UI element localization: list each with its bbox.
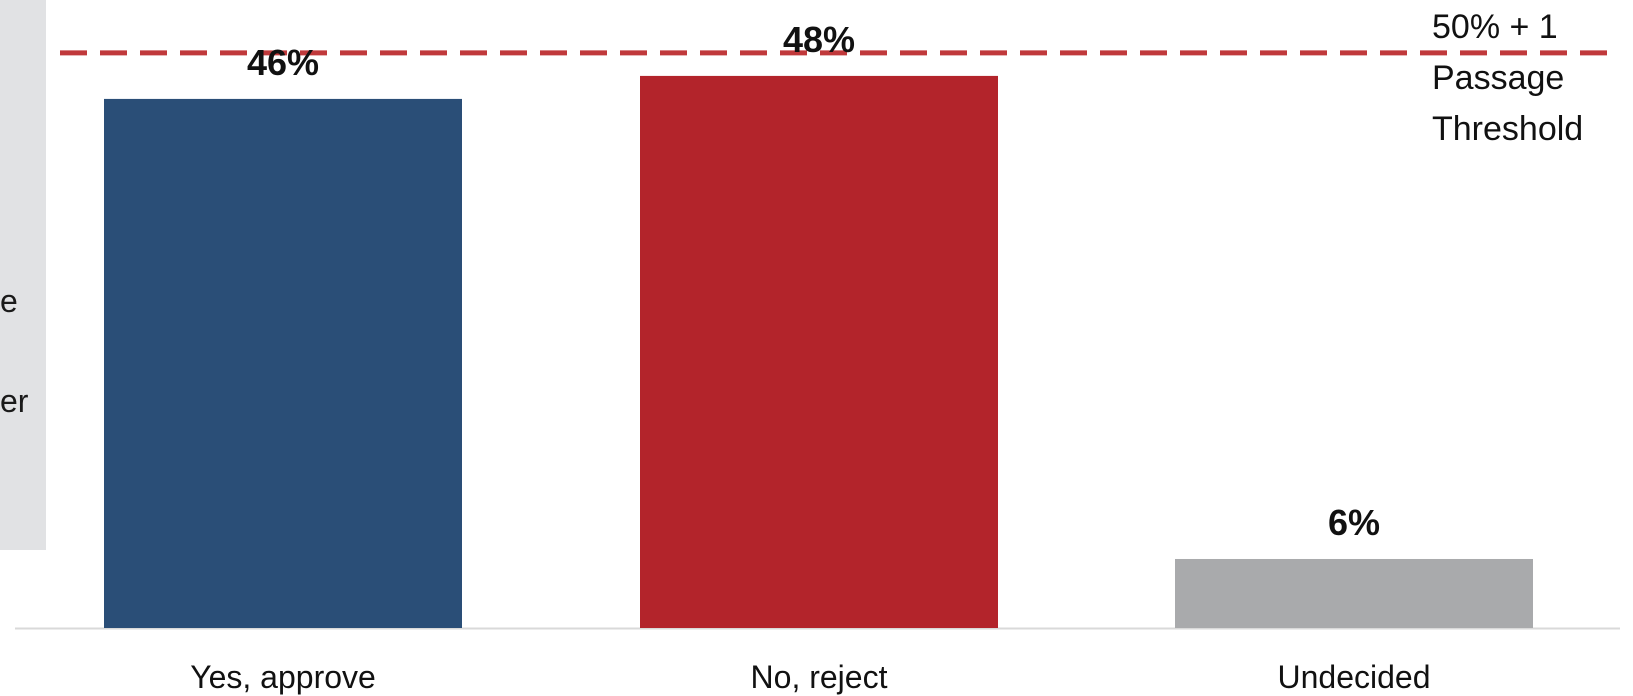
threshold-label-line: Passage (1432, 59, 1565, 97)
side-panel-text-fragment: er (0, 383, 29, 419)
bar (104, 98, 462, 628)
x-tick-label: No, reject (751, 659, 888, 695)
side-panel: e er (0, 0, 46, 550)
x-tick-label: Yes, approve (190, 659, 376, 695)
threshold-label-line: 50% + 1 (1432, 8, 1558, 46)
data-label: 6% (1328, 502, 1380, 543)
data-label: 48% (783, 19, 855, 60)
threshold-label: 50% + 1 Passage Threshold (1432, 2, 1632, 155)
threshold-label-line: Threshold (1432, 110, 1584, 148)
x-tick-label: Undecided (1278, 659, 1431, 695)
data-label: 46% (247, 42, 319, 83)
bar (1175, 558, 1533, 628)
side-panel-text-fragment: e (0, 283, 18, 319)
bar (640, 75, 998, 628)
